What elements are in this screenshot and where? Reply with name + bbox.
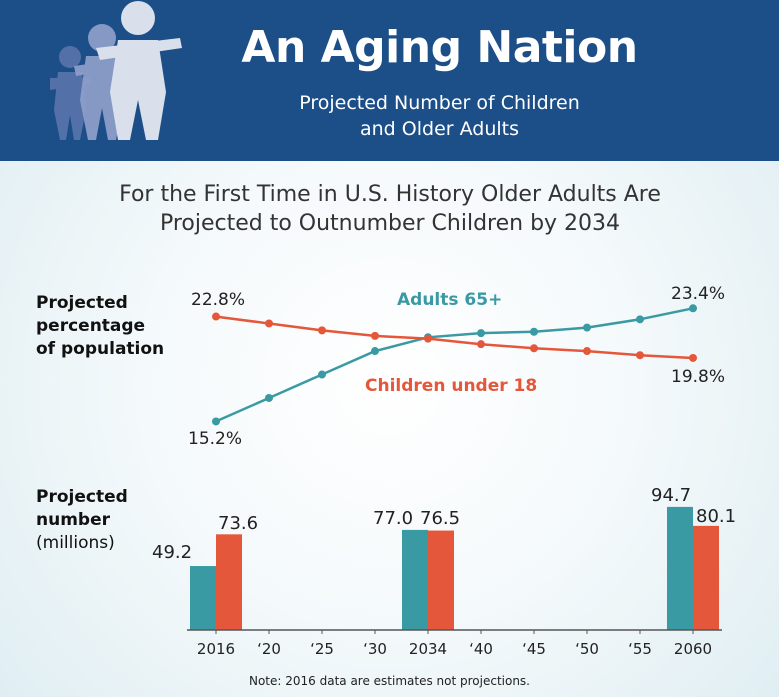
- bar-children-2016: [216, 534, 242, 630]
- page-title: An Aging Nation: [241, 22, 638, 73]
- label-children-first: 22.8%: [191, 290, 245, 310]
- point-adults-3: [371, 347, 379, 356]
- series-name-adults: Adults 65+: [397, 290, 502, 310]
- point-children-6: [530, 344, 538, 353]
- point-children-8: [636, 351, 644, 360]
- line-ylabel-line-2: percentage: [36, 316, 146, 336]
- point-adults-0: [212, 417, 220, 426]
- line-panel-ylabel: Projected percentage of population: [36, 292, 164, 361]
- label-children-last: 19.8%: [671, 367, 725, 387]
- point-children-4: [424, 334, 432, 343]
- x-tick-label-2: ‘25: [310, 640, 334, 658]
- headline-line-1: For the First Time in U.S. History Older…: [119, 182, 661, 207]
- bar-label-adults-2060: 94.7: [651, 485, 691, 506]
- bar-ylabel-line-1: Projected: [36, 487, 128, 507]
- label-adults-last: 23.4%: [671, 284, 725, 304]
- bar-adults-2034: [402, 529, 428, 630]
- series-line-children: [215, 315, 694, 360]
- bar-ylabel-line-3: (millions): [36, 533, 115, 553]
- x-tick-label-7: ‘50: [575, 640, 599, 658]
- headline-line-2: Projected to Outnumber Children by 2034: [159, 211, 621, 236]
- footnote: Note: 2016 data are estimates not projec…: [248, 674, 530, 688]
- bar-label-children-2060: 80.1: [696, 506, 736, 527]
- bar-label-children-2016: 73.6: [218, 513, 258, 534]
- x-tick-label-9: 2060: [674, 640, 712, 658]
- point-adults-6: [530, 327, 538, 336]
- series-line-adults: [215, 307, 694, 423]
- x-tick-label-1: ‘20: [257, 640, 281, 658]
- point-children-1: [265, 319, 273, 328]
- bar-label-adults-2034: 77.0: [373, 508, 413, 529]
- bar-adults-2060: [667, 506, 693, 630]
- page-subtitle: Projected Number of Children and Older A…: [200, 90, 679, 142]
- point-children-2: [318, 326, 326, 335]
- point-adults-5: [477, 329, 485, 338]
- point-adults-2: [318, 370, 326, 379]
- chart-headline: For the First Time in U.S. History Older…: [40, 180, 740, 238]
- subtitle-line-2: and Older Adults: [359, 118, 519, 140]
- series-name-children: Children under 18: [365, 376, 537, 396]
- point-children-7: [583, 347, 591, 356]
- bar-children-2060: [693, 525, 719, 630]
- bar-adults-2016: [190, 566, 216, 630]
- bar-ylabel-line-2: number: [36, 510, 111, 530]
- bar-label-children-2034: 76.5: [420, 508, 460, 529]
- point-adults-8: [636, 315, 644, 324]
- point-adults-1: [265, 393, 273, 402]
- point-adults-7: [583, 323, 591, 332]
- people-icon: [50, 1, 182, 140]
- point-children-3: [371, 331, 379, 340]
- point-children-0: [212, 312, 220, 321]
- point-adults-9: [689, 304, 697, 313]
- bar-panel-ylabel: Projected number (millions): [36, 486, 128, 555]
- x-tick-label-6: ‘45: [522, 640, 546, 658]
- x-tick-label-4: 2034: [409, 640, 447, 658]
- point-children-9: [689, 353, 697, 362]
- label-adults-first: 15.2%: [188, 429, 242, 449]
- x-tick-label-0: 2016: [197, 640, 235, 658]
- x-tick-label-8: ‘55: [628, 640, 652, 658]
- point-children-5: [477, 340, 485, 349]
- bar-children-2034: [428, 530, 454, 630]
- bar-label-adults-2016: 49.2: [152, 542, 192, 563]
- x-tick-label-5: ‘40: [469, 640, 493, 658]
- subtitle-line-1: Projected Number of Children: [299, 92, 580, 114]
- line-ylabel-line-1: Projected: [36, 293, 128, 313]
- x-tick-label-3: ‘30: [363, 640, 387, 658]
- line-ylabel-line-3: of population: [36, 339, 165, 359]
- header-banner: An Aging Nation Projected Number of Chil…: [0, 0, 779, 161]
